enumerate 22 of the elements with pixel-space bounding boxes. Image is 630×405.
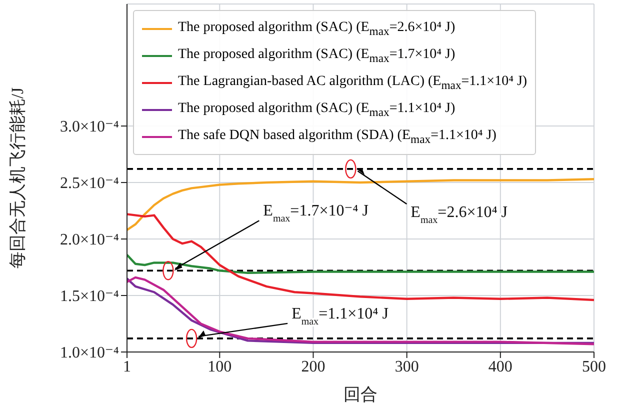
x-axis-title: 回合 [344,385,378,404]
legend-label: The proposed algorithm (SAC) (E$_{max}$=1.7×10⁴ J) [178,46,456,64]
x-tick-label: 200 [301,358,326,376]
annotation: E$_{max}$=1.7×10⁻⁴ J [263,202,368,224]
line-series [127,178,594,232]
legend-label: The proposed algorithm (SAC) (E$_{max}$=2.6×10⁴ J) [178,20,456,38]
legend-label: The Lagrangian-based AC algorithm (LAC) (E$_{max}$=1.1×10⁴ J) [178,74,528,92]
x-tick-label: 500 [582,358,606,376]
legend-label: The safe DQN based algorithm (SDA) (E$_{max}$=1.1×10⁴ J) [178,128,496,146]
y-tick-label: 1.0×10⁻⁴ [60,344,120,362]
x-tick-label: 100 [208,358,232,376]
x-tick-label: 1 [123,358,131,376]
y-axis-title: 每回合无人机飞行能耗/J [8,86,28,269]
y-tick-label: 2.5×10⁻⁴ [60,175,120,192]
x-tick-label: 400 [488,358,512,376]
y-tick-label: 3.0×10⁻⁴ [60,118,120,136]
annotation: E$_{max}$=1.1×10⁴ J [292,305,388,327]
y-tick-label: 1.5×10⁻⁴ [60,288,120,306]
annotation: E$_{max}$=2.6×10⁴ J [410,204,508,226]
legend-label: The proposed algorithm (SAC) (E$_{max}$=1.1×10⁴ J) [178,100,456,118]
y-tick-label: 2.0×10⁻⁴ [60,232,120,249]
x-tick-label: 300 [394,358,419,376]
